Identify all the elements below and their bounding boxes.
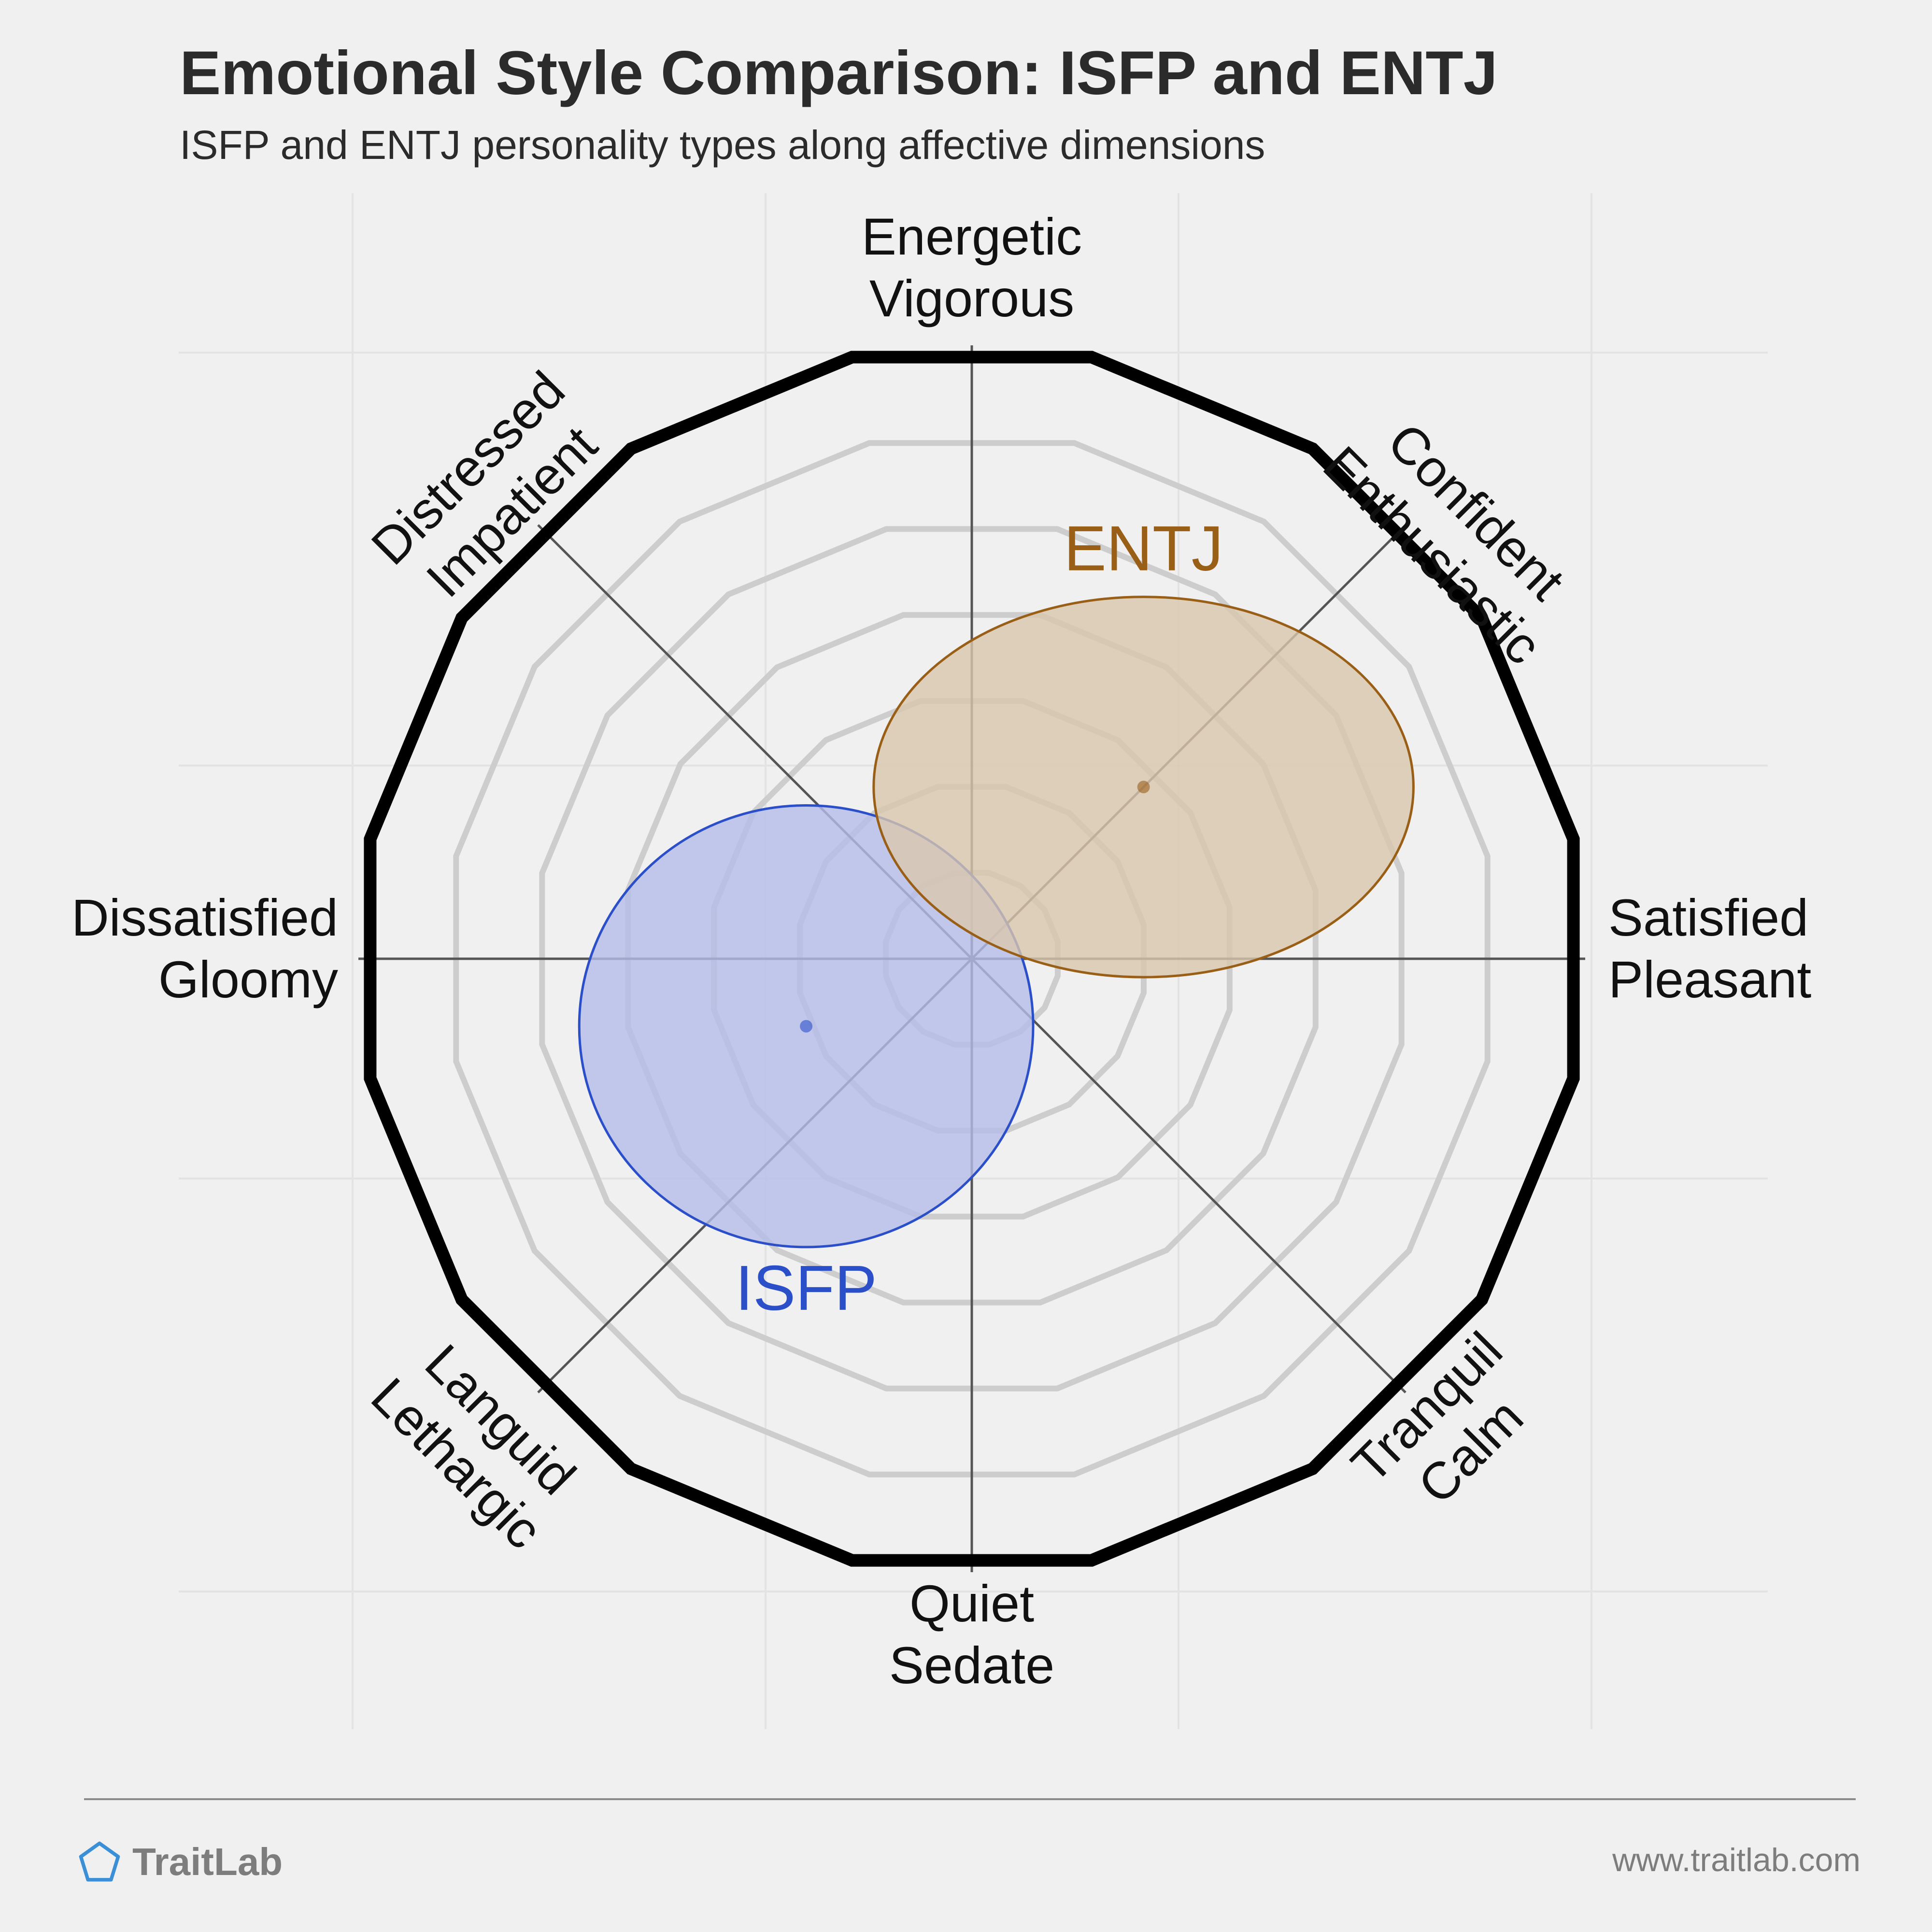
brand-name: TraitLab: [132, 1840, 283, 1883]
outer-ring: [364, 351, 1580, 1567]
axis-label-line: Gloomy: [158, 950, 338, 1009]
axis-label-line: Energetic: [862, 207, 1082, 266]
website-url: www.traitlab.com: [1612, 1842, 1861, 1878]
chart-subtitle: ISFP and ENTJ personality types along af…: [180, 122, 1265, 168]
ring-6: [453, 440, 1491, 1477]
series-label-isfp: ISFP: [735, 1252, 877, 1323]
axis-label-line: Quiet: [909, 1574, 1034, 1633]
axis-label-line: Vigorous: [869, 269, 1074, 327]
footer-divider: [84, 1798, 1856, 1800]
chart-title: Emotional Style Comparison: ISFP and ENT…: [180, 39, 1498, 108]
series-label-entj: ENTJ: [1064, 513, 1223, 584]
series-point-entj: [1137, 781, 1150, 794]
axis-spoke-bottom-right: [971, 958, 1406, 1393]
pentagon-logo-icon: [79, 1841, 120, 1882]
series-point-isfp: [800, 1020, 813, 1033]
brand: TraitLab: [77, 1835, 283, 1889]
axis-label-line: Sedate: [889, 1636, 1054, 1694]
axis-label-line: Pleasant: [1608, 950, 1811, 1009]
axis-label-line: Dissatisfied: [71, 888, 338, 947]
axis-label-line: Satisfied: [1608, 888, 1808, 947]
